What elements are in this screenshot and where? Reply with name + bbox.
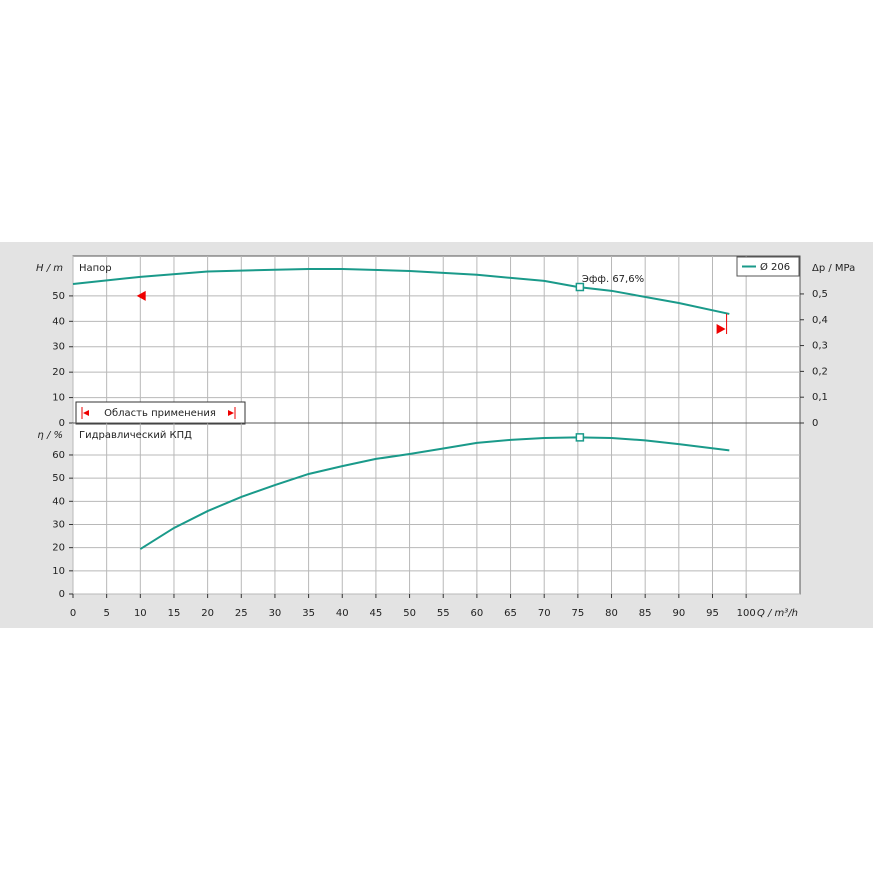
y-tick-label: 50 — [52, 291, 65, 302]
y2-tick-label: 0,3 — [812, 341, 828, 352]
duty-point — [575, 282, 585, 292]
y2-tick-label: 0 — [812, 418, 818, 429]
panel-title: Гидравлический КПД — [79, 430, 192, 441]
y-tick-label: 10 — [52, 566, 65, 577]
x-tick-label: 45 — [370, 608, 383, 619]
y-tick-label: 20 — [52, 367, 65, 378]
range-min-marker — [136, 290, 146, 301]
legend-label: Ø 206 — [760, 261, 790, 273]
range-max-marker — [716, 323, 726, 334]
y2-tick-label: 0,1 — [812, 392, 828, 403]
x-tick-label: 0 — [70, 608, 76, 619]
x-axis-label: Q / m³/h — [757, 608, 798, 619]
duty-point — [575, 433, 585, 442]
y-tick-label: 60 — [52, 450, 65, 461]
plot-area — [72, 255, 801, 595]
legend-box — [736, 256, 800, 277]
x-tick-label: 90 — [672, 608, 685, 619]
y-tick-label: 50 — [52, 473, 65, 484]
curve — [72, 267, 730, 315]
x-tick-label: 60 — [471, 608, 484, 619]
x-tick-label: 15 — [168, 608, 181, 619]
x-tick-label: 10 — [134, 608, 147, 619]
x-tick-label: 75 — [571, 608, 584, 619]
range-arrow-left — [83, 410, 89, 416]
x-tick-label: 70 — [538, 608, 551, 619]
curve — [139, 436, 730, 550]
x-tick-label: 95 — [706, 608, 719, 619]
y-tick-label: 10 — [52, 393, 65, 404]
panel-title: Напор — [79, 263, 112, 274]
y-tick-label: 40 — [52, 496, 65, 507]
y-tick-label: 30 — [52, 519, 65, 530]
x-tick-label: 85 — [639, 608, 652, 619]
x-tick-label: 20 — [201, 608, 214, 619]
y-tick-label: 30 — [52, 342, 65, 353]
x-tick-label: 50 — [403, 608, 416, 619]
x-tick-label: 65 — [504, 608, 517, 619]
x-tick-label: 5 — [103, 608, 109, 619]
y-tick-label: 0 — [59, 418, 65, 429]
x-tick-label: 55 — [437, 608, 450, 619]
x-tick-label: 40 — [336, 608, 349, 619]
x-tick-label: 35 — [302, 608, 315, 619]
y-tick-label: 40 — [52, 316, 65, 327]
range-box — [75, 401, 246, 425]
y-tick-label: 20 — [52, 543, 65, 554]
annotation: Эфф. 67,6% — [582, 274, 644, 285]
range-label: Область применения — [104, 408, 216, 419]
y-axis-label: H / m — [36, 263, 63, 274]
y2-tick-label: 0,4 — [812, 315, 828, 326]
y2-tick-label: 0,2 — [812, 366, 828, 377]
y2-axis-label: Δp / MPa — [812, 263, 855, 274]
range-arrow-right — [228, 410, 234, 416]
x-tick-label: 30 — [269, 608, 282, 619]
y-axis-label: η / % — [37, 430, 63, 441]
x-tick-label: 80 — [605, 608, 618, 619]
x-tick-label: 25 — [235, 608, 248, 619]
y2-tick-label: 0,5 — [812, 289, 828, 300]
x-tick-label: 100 — [737, 608, 756, 619]
y-tick-label: 0 — [59, 589, 65, 600]
